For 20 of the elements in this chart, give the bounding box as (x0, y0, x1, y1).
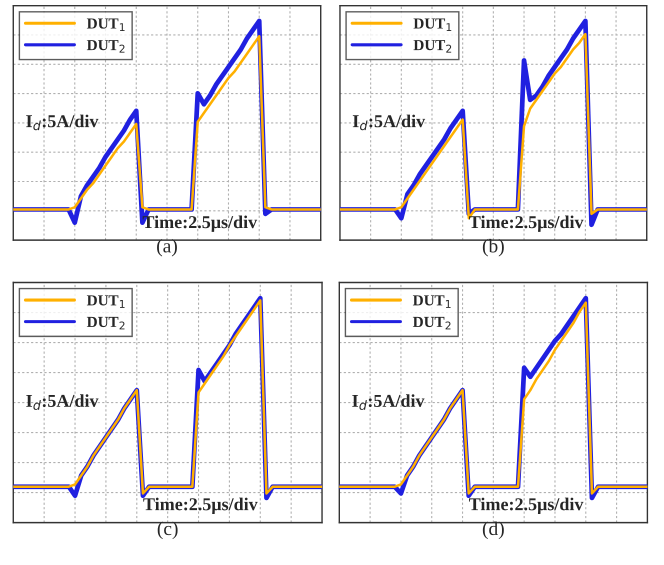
annotation: Time:2.5μs/div (142, 216, 258, 232)
legend-label: DUT$_{2}$ (412, 316, 451, 330)
annotation: I$_{d}$:5A/div (26, 394, 99, 410)
legend-label: DUT$_{1}$ (86, 295, 125, 308)
text: (d) (482, 521, 504, 540)
annotation: I$_{d}$:5A/div (26, 114, 98, 130)
legend-label: DUT$_{2}$ (86, 316, 124, 330)
annotation: Time:2.5μs/div (469, 216, 584, 232)
legend-label: DUT$_{1}$ (414, 18, 452, 31)
legend-label: DUT$_{1}$ (86, 18, 125, 31)
text: (a) (157, 238, 177, 256)
annotation: Time:2.5μs/div (143, 498, 258, 514)
text: (b) (482, 238, 504, 256)
legend-label: DUT$_{2}$ (414, 40, 452, 53)
legend-label: DUT$_{1}$ (412, 295, 451, 308)
annotation: Time:2.5μs/div (468, 498, 584, 514)
annotation: I$_{d}$:5A/div (352, 394, 425, 410)
annotation: I$_{d}$:5A/div (352, 114, 426, 130)
text: (c) (158, 521, 178, 540)
legend-label: DUT$_{2}$ (86, 40, 124, 53)
